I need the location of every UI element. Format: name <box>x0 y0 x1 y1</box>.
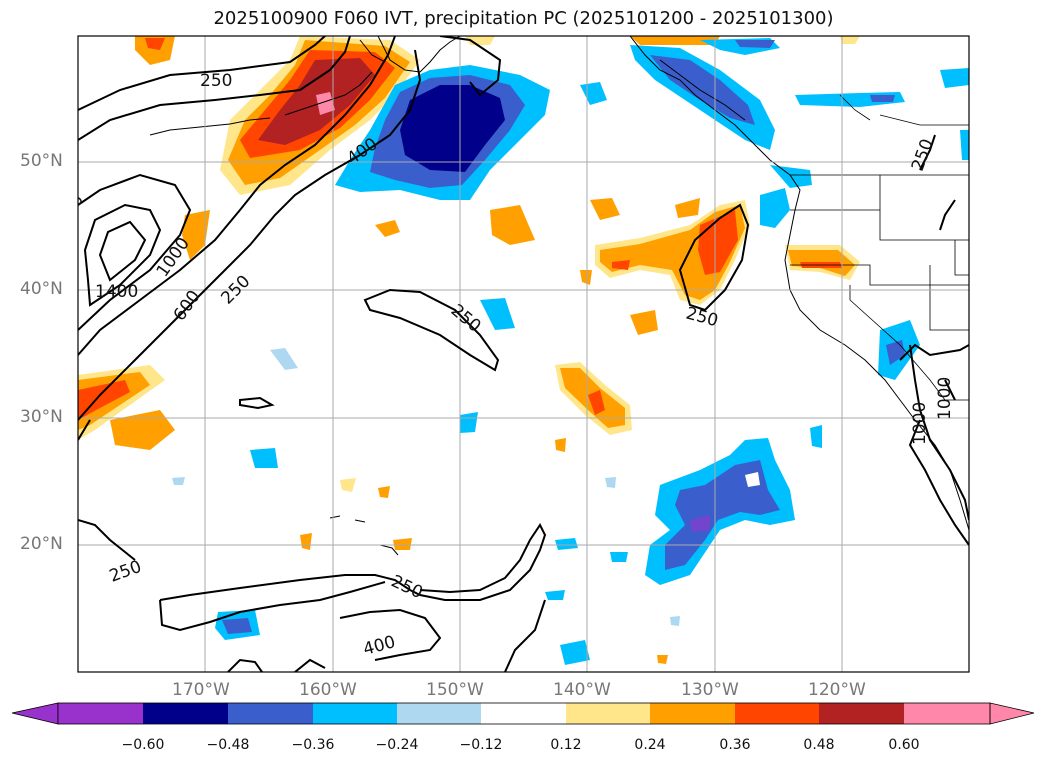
colorbar-extend-max <box>989 702 1035 725</box>
colorbar-segment <box>819 703 904 724</box>
colorbar-segment <box>904 703 990 724</box>
map-plot-area: 250 400 600 1000 1400 250 250 250 250 25… <box>58 36 969 672</box>
colorbar-tick-label: 0.48 <box>803 737 835 753</box>
gridlines <box>78 36 969 672</box>
contour-label: 250 <box>908 136 938 173</box>
colorbar-tick-label: −0.36 <box>291 737 335 753</box>
colorbar-tick-label: 0.12 <box>550 737 582 753</box>
colorbar-frame <box>57 702 991 725</box>
colorbar-segment <box>735 703 819 724</box>
colorbar-tick-label: −0.24 <box>375 737 419 753</box>
political-borders <box>790 94 969 401</box>
colorbar-tick-label: −0.48 <box>206 737 250 753</box>
colorbar-segment <box>566 703 650 724</box>
contour-label: 250 <box>107 557 144 587</box>
colorbar-segment <box>397 703 481 724</box>
lon-label-120w: 120°W <box>808 680 866 700</box>
coastlines <box>149 36 969 556</box>
contour-label: 250 <box>200 71 232 91</box>
lat-label-20n: 20°N <box>20 534 63 554</box>
lon-label-170w: 170°W <box>172 680 230 700</box>
contour-label: 250 <box>388 571 426 603</box>
lon-label-130w: 130°W <box>681 680 739 700</box>
colorbar-segment <box>58 703 143 724</box>
map-frame <box>77 35 970 673</box>
contour-label: 250 <box>217 271 254 308</box>
colorbar-tick-label: 0.24 <box>634 737 666 753</box>
lon-label-140w: 140°W <box>553 680 611 700</box>
precip-negative-shading <box>172 38 969 665</box>
colorbar-tick-label: −0.12 <box>459 737 503 753</box>
lat-label-40n: 40°N <box>20 279 63 299</box>
colorbar-tick-label: 0.60 <box>888 737 920 753</box>
colorbar-segment <box>650 703 735 724</box>
contour-label: 1400 <box>95 282 138 302</box>
contour-label: 250 <box>58 192 88 229</box>
lat-label-50n: 50°N <box>20 151 63 171</box>
ivt-contours <box>78 36 969 672</box>
map-title: 2025100900 F060 IVT, precipitation PC (2… <box>213 8 834 29</box>
colorbar <box>11 702 1035 725</box>
contour-label: 1000 <box>935 377 955 420</box>
lon-label-160w: 160°W <box>299 680 357 700</box>
lat-label-30n: 30°N <box>20 407 63 427</box>
ivt-contour-labels: 250 400 600 1000 1400 250 250 250 250 25… <box>58 71 955 660</box>
colorbar-segment <box>481 703 566 724</box>
colorbar-segment <box>228 703 313 724</box>
colorbar-tick-label: 0.36 <box>719 737 751 753</box>
lon-label-150w: 150°W <box>426 680 484 700</box>
colorbar-tick-label: −0.60 <box>121 737 165 753</box>
colorbar-segment <box>143 703 228 724</box>
colorbar-segment <box>313 703 397 724</box>
colorbar-extend-min <box>11 702 59 725</box>
contour-label: 250 <box>447 301 485 337</box>
contour-label: 1000 <box>910 402 930 445</box>
